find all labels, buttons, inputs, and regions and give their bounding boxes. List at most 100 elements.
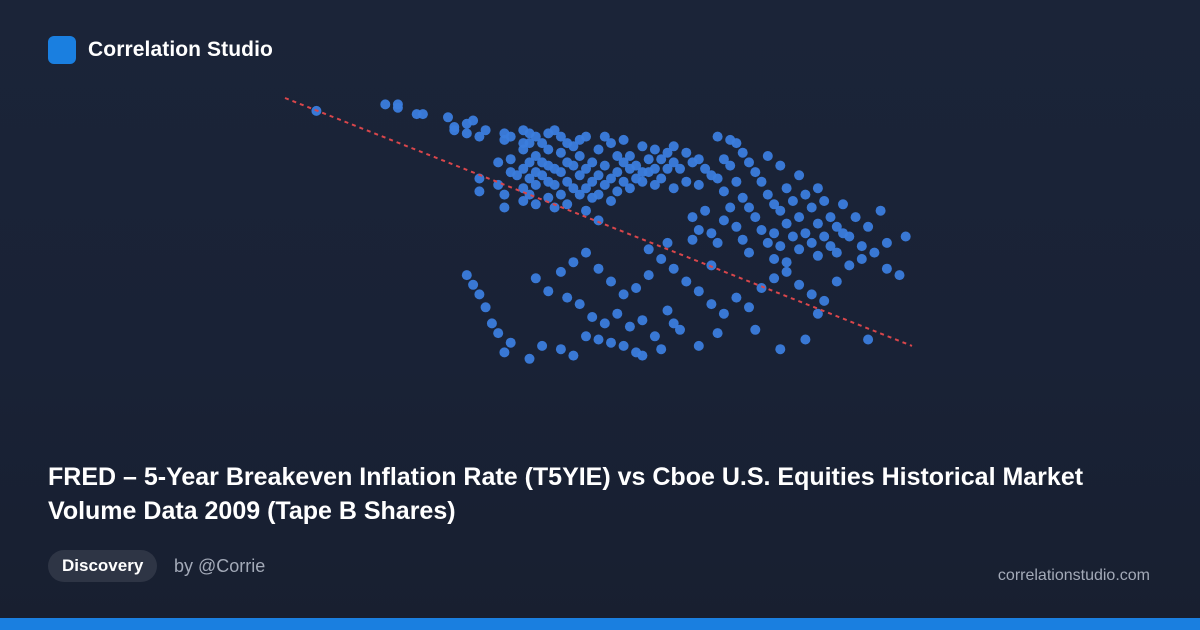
scatter-point (668, 263, 679, 274)
scatter-point (737, 192, 748, 203)
scatter-point (769, 254, 780, 264)
scatter-point (649, 179, 660, 190)
scatter-point (675, 163, 685, 174)
scatter-point (574, 170, 585, 181)
scatter-point (587, 157, 598, 168)
scatter-point (656, 254, 667, 264)
scatter-point (562, 292, 573, 303)
scatter-point (737, 234, 748, 245)
scatter-point (718, 308, 729, 319)
scatter-point (693, 340, 704, 351)
scatter-point (706, 228, 717, 239)
scatter-point (480, 125, 491, 136)
scatter-point (863, 221, 874, 232)
scatter-point (675, 324, 685, 335)
scatter-point (581, 205, 591, 216)
scatter-point (668, 157, 679, 168)
site-url[interactable]: correlationstudio.com (997, 567, 1150, 584)
scatter-point (549, 125, 560, 136)
scatter-point (612, 167, 623, 178)
scatter-point (574, 189, 585, 200)
author-byline[interactable]: by @Corrie (174, 556, 266, 576)
scatter-point (687, 212, 698, 223)
scatter-point (637, 315, 648, 326)
scatter-point (656, 154, 667, 165)
scatter-point (593, 334, 604, 345)
scatter-point (737, 147, 748, 158)
scatter-point (606, 138, 616, 149)
logo-icon (48, 36, 76, 64)
scatter-point (606, 196, 616, 206)
scatter-point (800, 334, 811, 345)
scatter-point (624, 183, 635, 194)
scatter-point (775, 205, 786, 216)
scatter-point (718, 186, 729, 197)
scatter-point (706, 299, 717, 310)
scatter-point (649, 144, 660, 155)
scatter-point (806, 237, 817, 248)
scatter-point (881, 263, 892, 274)
scatter-point (725, 202, 736, 213)
scatter-point (725, 160, 736, 171)
scatter-point (568, 160, 579, 171)
scatter-point (812, 218, 823, 229)
scatter-point (668, 141, 679, 152)
scatter-point (599, 318, 610, 329)
scatter-point (731, 138, 742, 149)
scatter-point (555, 189, 566, 200)
scatter-point (687, 234, 698, 245)
scatter-point (856, 241, 867, 252)
scatter-point (618, 157, 629, 168)
scatter-point (693, 225, 704, 235)
scatter-point (787, 196, 798, 206)
scatter-point (750, 324, 761, 335)
scatter-point (831, 247, 842, 258)
brand-name: Correlation Studio (88, 38, 273, 61)
scatter-point (530, 179, 541, 190)
scatter-point (555, 131, 566, 142)
scatter-point (618, 340, 629, 351)
scatter-point (581, 247, 591, 258)
scatter-point (568, 183, 579, 194)
scatter-point (662, 237, 673, 248)
scatter-point (819, 231, 830, 242)
scatter-point (537, 138, 548, 149)
scatter-point (474, 289, 485, 300)
scatter-point (656, 344, 667, 355)
scatter-point (781, 183, 792, 194)
scatter-point (593, 215, 604, 226)
scatter-point (618, 289, 629, 300)
scatter-point (524, 353, 535, 364)
scatter-point (518, 144, 529, 155)
scatter-point (718, 215, 729, 226)
scatter-point (819, 295, 830, 306)
scatter-point (568, 141, 579, 152)
scatter-point (562, 176, 573, 187)
scatter-point (555, 266, 566, 277)
scatter-point (825, 241, 836, 252)
category-badge[interactable]: Discovery (48, 550, 158, 582)
scatter-point (844, 231, 855, 242)
scatter-point (581, 131, 591, 142)
scatter-point (762, 189, 773, 200)
trend-line (284, 97, 913, 347)
scatter-point (568, 350, 579, 361)
scatter-point (593, 144, 604, 155)
scatter-point (825, 212, 836, 223)
scatter-point (881, 237, 892, 248)
scatter-point (493, 328, 504, 339)
scatter-point (499, 189, 510, 200)
scatter-point (844, 260, 855, 271)
scatter-point (624, 151, 635, 161)
scatter-point (794, 279, 805, 290)
scatter-point (894, 270, 905, 281)
scatter-point (693, 154, 704, 165)
scatter-point (643, 154, 654, 165)
scatter-point (681, 147, 692, 158)
scatter-point (486, 318, 497, 329)
scatter-point (681, 176, 692, 187)
scatter-point (781, 266, 792, 277)
scatter-point (518, 196, 529, 206)
scatter-point (505, 337, 516, 348)
